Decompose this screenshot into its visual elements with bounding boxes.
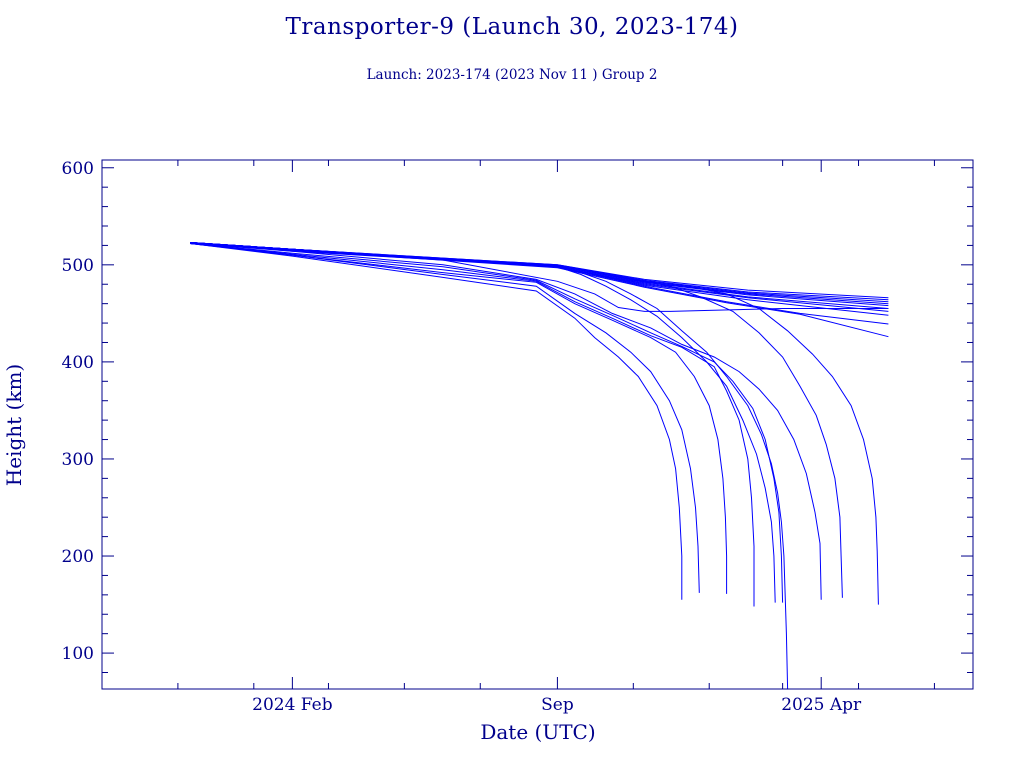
y-tick-label: 400: [62, 353, 94, 373]
series-line-12: [190, 242, 822, 600]
x-axis-label: Date (UTC): [480, 720, 595, 744]
series-layer: [190, 242, 889, 690]
y-axis-label: Height (km): [2, 364, 26, 486]
y-tick-label: 600: [62, 159, 94, 179]
y-tick-label: 500: [62, 256, 94, 276]
chart-title: Transporter-9 (Launch 30, 2023-174): [285, 14, 739, 40]
y-tick-label: 200: [62, 547, 94, 567]
series-line-7: [190, 242, 889, 312]
tick-layer: [102, 160, 973, 689]
series-line-20: [190, 242, 843, 598]
plot-frame: [101, 159, 974, 690]
y-tick-label: 100: [62, 644, 94, 664]
x-tick-label: 2024 Feb: [252, 695, 333, 715]
series-line-13: [190, 243, 784, 603]
series-line-15: [190, 243, 728, 594]
series-line-10: [190, 242, 889, 338]
series-line-14: [190, 243, 755, 607]
series-line-21: [190, 242, 879, 605]
series-line-6: [190, 242, 889, 309]
series-line-19: [190, 242, 789, 690]
series-line-18: [190, 242, 776, 603]
x-tick-label: 2025 Apr: [781, 695, 862, 715]
series-line-11: [190, 243, 889, 312]
x-tick-label: Sep: [541, 695, 574, 715]
chart-subtitle: Launch: 2023-174 (2023 Nov 11 ) Group 2: [366, 67, 658, 83]
series-line-17: [190, 243, 683, 600]
series-line-16: [190, 243, 700, 593]
label-layer: 100 200 300 400 500 600 2024 Feb Sep 2025 Apr: [62, 159, 863, 715]
y-tick-label: 300: [62, 450, 94, 470]
